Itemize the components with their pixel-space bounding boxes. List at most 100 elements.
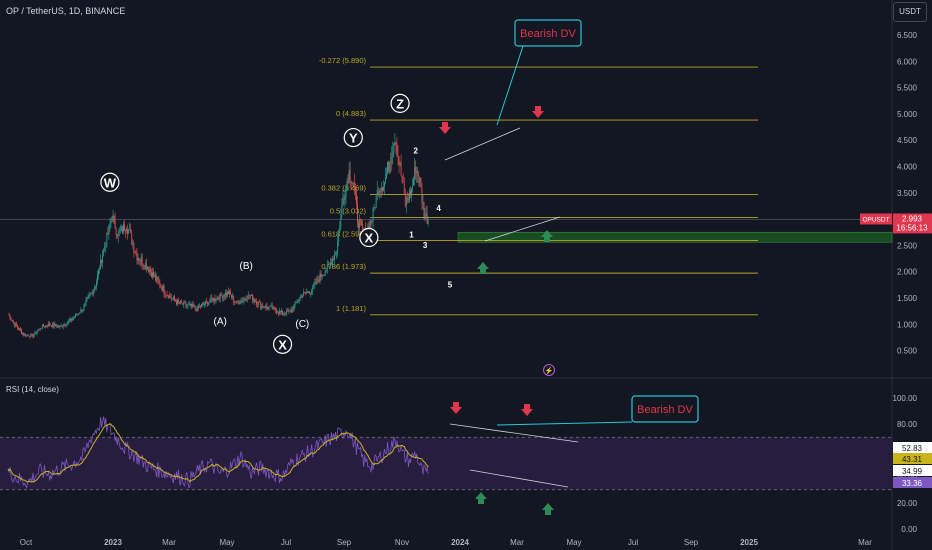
candle-body	[167, 295, 169, 299]
candle-body	[105, 246, 107, 247]
wave-label: 5	[448, 280, 453, 289]
candle-body	[361, 220, 362, 226]
candle-body	[405, 197, 407, 206]
candle-body	[131, 232, 133, 245]
candle-body	[107, 232, 109, 235]
candle-body	[223, 295, 225, 297]
price-upper-trendline	[444, 127, 521, 161]
candle-body	[112, 215, 114, 222]
candle-body	[71, 318, 72, 321]
wave-label: 1	[409, 231, 414, 240]
candle-body	[101, 260, 102, 263]
candle-body	[414, 166, 416, 179]
bull-arrow	[542, 503, 554, 515]
fib-level-label: 0.5 (3.032)	[330, 206, 367, 215]
candle-body	[115, 228, 117, 235]
wave-label: 2	[413, 146, 418, 155]
candle-body	[357, 204, 358, 224]
candle-body	[217, 297, 219, 299]
candle-body	[351, 182, 353, 184]
candle-body	[337, 241, 339, 254]
rsi-callout-text: Bearish DV	[637, 404, 693, 416]
candle-body	[305, 292, 306, 294]
candle-body	[370, 221, 372, 223]
wave-label: (B)	[239, 261, 252, 272]
candle-body	[189, 303, 191, 305]
candle-body	[346, 181, 348, 186]
candle-body	[148, 267, 149, 272]
candle-body	[168, 295, 170, 299]
candle-body	[325, 270, 327, 272]
candle-body	[113, 215, 115, 218]
candle-body	[376, 190, 378, 196]
candle-body	[129, 229, 131, 231]
candle-body	[268, 307, 270, 310]
candle-body	[183, 301, 185, 305]
candle-body	[72, 319, 73, 321]
candle-body	[133, 243, 135, 252]
candle-body	[151, 271, 152, 278]
candle-body	[161, 287, 163, 291]
price-axis-tick: 2.000	[897, 268, 918, 277]
candle-body	[14, 323, 16, 326]
candle-body	[187, 304, 189, 306]
candle-body	[273, 306, 275, 308]
candle-body	[207, 301, 209, 305]
candle-body	[334, 254, 335, 260]
candle-body	[125, 230, 126, 232]
candle-body	[232, 295, 234, 298]
candle-body	[9, 315, 11, 320]
candle-body	[249, 295, 251, 297]
candle-body	[76, 314, 78, 316]
wave-label: X	[278, 337, 287, 352]
wave-label: 3	[423, 241, 428, 250]
candle-body	[33, 334, 35, 338]
rsi-indicator-label[interactable]: RSI (14, close)	[6, 385, 59, 394]
candle-body	[62, 326, 64, 328]
candle-body	[264, 307, 266, 309]
candle-body	[87, 296, 89, 299]
candle-body	[163, 285, 165, 294]
candle-body	[275, 310, 277, 313]
price-axis-tick: 1.000	[897, 320, 918, 329]
candle-body	[214, 298, 216, 301]
bear-arrow	[521, 404, 533, 416]
candle-body	[208, 302, 210, 305]
candle-body	[348, 169, 350, 184]
candle-body	[157, 276, 159, 281]
candle-body	[140, 257, 142, 262]
fib-level-label: 0.382 (3.469)	[321, 183, 366, 192]
candle-body	[333, 258, 334, 260]
candle-body	[257, 304, 258, 306]
candle-body	[286, 310, 288, 315]
candle-body	[358, 223, 359, 229]
candle-body	[317, 279, 319, 281]
candle-body	[320, 273, 322, 277]
candle-body	[37, 330, 39, 332]
candle-body	[345, 185, 347, 197]
currency-button[interactable]: USDT	[893, 2, 927, 22]
symbol-title[interactable]: OP / TetherUS, 1D, BINANCE	[6, 6, 126, 16]
candle-body	[424, 215, 426, 220]
candle-body	[271, 305, 273, 310]
candle-body	[57, 325, 59, 328]
price-axis-tick: 4.000	[897, 163, 918, 172]
candle-body	[42, 324, 44, 327]
candle-body	[247, 294, 249, 300]
candle-body	[204, 304, 205, 305]
candle-body	[244, 298, 246, 300]
candle-body	[182, 303, 184, 305]
candle-body	[54, 323, 56, 327]
rsi-lower-value-tag-text: 34.99	[902, 467, 923, 476]
candle-body	[34, 332, 36, 335]
candle-body	[227, 291, 228, 296]
candle-body	[28, 335, 30, 337]
lightning-icon-glyph: ⚡	[545, 366, 554, 375]
wave-label-circle	[390, 93, 410, 113]
candle-body	[265, 305, 267, 309]
candle-body	[174, 296, 175, 300]
candle-body	[111, 221, 113, 222]
x-axis-tick: 2025	[740, 538, 758, 547]
candle-body	[24, 334, 26, 335]
